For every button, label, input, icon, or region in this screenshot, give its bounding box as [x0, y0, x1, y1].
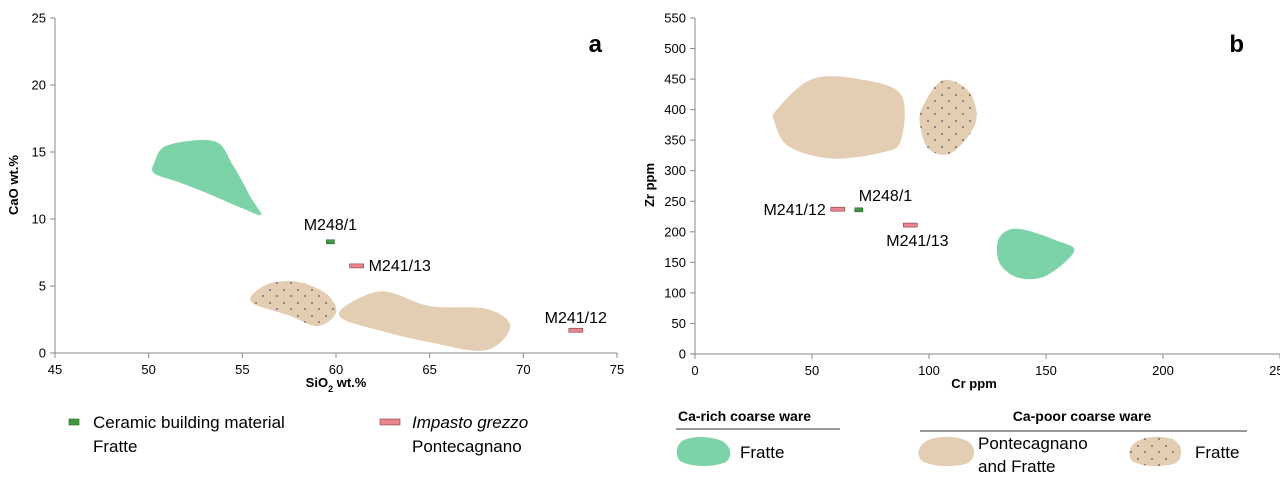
legend-a: Ceramic building material Fratte Impasto…	[68, 413, 528, 456]
y-tick-label: 25	[32, 11, 46, 26]
legend-ca-poor-title: Ca-poor coarse ware	[1013, 408, 1152, 424]
y-tick-label: 150	[664, 255, 686, 270]
data-label: M241/13	[369, 258, 431, 275]
y-tick-label: 10	[32, 212, 46, 227]
field-ca-poor-pontecagnano-fratte	[772, 76, 905, 159]
panel-label-a: a	[589, 31, 603, 58]
panel-label-b: b	[1229, 31, 1244, 58]
data-point	[568, 327, 584, 333]
x-axis-label-a-tail: wt.%	[333, 375, 367, 390]
x-tick-label: 55	[235, 362, 249, 377]
data-point	[854, 207, 864, 213]
field-ca-poor-pontecagnano-fratte	[338, 291, 511, 351]
x-axis-label-b: Cr ppm	[951, 376, 997, 391]
x-tick-label: 45	[48, 362, 62, 377]
x-tick-label: 200	[1152, 363, 1174, 378]
legend-swatch-ca-poor-fratte-dots	[1129, 436, 1182, 467]
x-tick-label: 50	[805, 363, 819, 378]
data-point	[902, 222, 918, 228]
y-tick-label: 100	[664, 285, 686, 300]
y-tick-label: 20	[32, 78, 46, 93]
x-axis-label-a-main: SiO	[306, 375, 328, 390]
y-tick-label: 350	[664, 133, 686, 148]
legend-ca-poor-label1-line2: and Fratte	[978, 457, 1056, 476]
data-label: M241/13	[886, 233, 948, 250]
y-tick-label: 5	[39, 279, 46, 294]
y-tick-label: 400	[664, 102, 686, 117]
field-ca-poor-fratte-dots	[919, 79, 977, 155]
y-tick-label: 200	[664, 224, 686, 239]
y-axis-label-a: CaO wt.%	[6, 155, 21, 215]
legend-ca-poor-label1-line1: Pontecagnano	[978, 434, 1088, 453]
legend-impasto-line2: Pontecagnano	[412, 437, 522, 456]
legend-swatch-impasto	[379, 418, 401, 426]
legend-swatch-cbm	[68, 418, 80, 426]
data-label: M241/12	[545, 310, 607, 327]
x-tick-label: 70	[516, 362, 530, 377]
x-tick-label: 60	[329, 362, 343, 377]
y-tick-label: 50	[672, 316, 686, 331]
x-tick-label: 65	[422, 362, 436, 377]
legend-impasto-line1: Impasto grezzo	[412, 413, 528, 432]
legend-ca-rich-label: Fratte	[740, 443, 784, 462]
x-tick-label: 250	[1269, 363, 1280, 378]
legend-ca-rich-title: Ca-rich coarse ware	[678, 408, 811, 424]
legend-swatch-ca-rich	[676, 437, 731, 467]
chart-panel-a: 45 50 55 60 65 70 75 0 5 10 15 20 25 M248/1 M241/13 M2…	[6, 11, 624, 395]
y-tick-label: 15	[32, 145, 46, 160]
legend-swatch-ca-poor-pontecagnano	[918, 436, 975, 467]
data-label: M248/1	[304, 217, 357, 234]
field-ca-poor-fratte-dots	[250, 281, 337, 327]
x-axis-label-a: SiO2 wt.%	[306, 375, 367, 394]
y-tick-label: 250	[664, 194, 686, 209]
data-point	[830, 206, 846, 212]
y-axis-label-b: Zr ppm	[642, 163, 657, 207]
y-tick-label: 500	[664, 41, 686, 56]
y-tick-label: 450	[664, 72, 686, 87]
y-tick-label: 0	[679, 347, 686, 362]
legend-ca-poor-label2: Fratte	[1195, 443, 1239, 462]
x-axis-label-a-sub: 2	[328, 384, 333, 394]
x-tick-label: 50	[141, 362, 155, 377]
x-tick-label: 0	[691, 363, 698, 378]
legend-cbm-line1: Ceramic building material	[93, 413, 285, 432]
data-point	[349, 263, 364, 269]
y-tick-label: 0	[39, 346, 46, 361]
y-tick-label: 300	[664, 163, 686, 178]
data-label: M248/1	[859, 188, 912, 205]
chart-panel-b: 0 50 100 150 200 250 0 50 100 150 200 250 300 350 400 4…	[642, 11, 1280, 391]
data-label: M241/12	[763, 202, 825, 219]
field-ca-rich-fratte	[996, 228, 1075, 280]
field-ca-rich-fratte	[152, 139, 262, 216]
x-tick-label: 150	[1035, 363, 1057, 378]
legend-cbm-line2: Fratte	[93, 437, 137, 456]
legend-b: Ca-rich coarse ware Fratte Ca-poor coars…	[676, 408, 1247, 476]
data-point	[326, 239, 335, 245]
y-tick-label: 550	[664, 11, 686, 26]
x-tick-label: 100	[918, 363, 940, 378]
x-tick-label: 75	[610, 362, 624, 377]
